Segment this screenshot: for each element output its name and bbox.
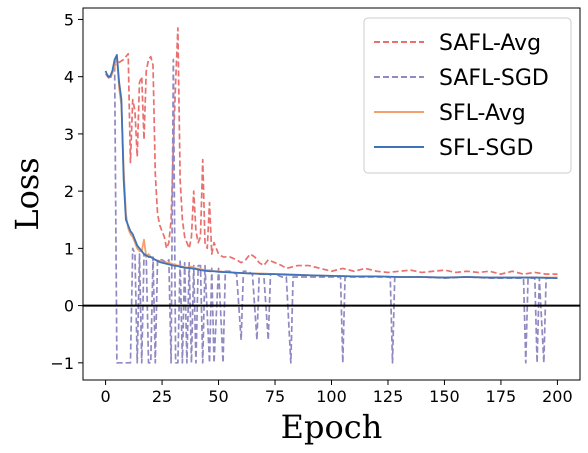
series-line-safl-sgd — [105, 58, 558, 364]
x-axis-label: Epoch — [281, 408, 383, 446]
x-tick-label: 25 — [152, 387, 172, 406]
y-tick-label: 4 — [64, 68, 74, 87]
y-tick-label: −1 — [50, 354, 74, 373]
x-tick-label: 125 — [373, 387, 404, 406]
y-tick-label: 3 — [64, 125, 74, 144]
x-tick-label: 100 — [316, 387, 347, 406]
y-tick-label: 1 — [64, 239, 74, 258]
legend-label-sfl-avg: SFL-Avg — [439, 101, 526, 126]
y-tick-label: 5 — [64, 10, 74, 29]
x-tick-label: 200 — [542, 387, 573, 406]
legend-label-safl-avg: SAFL-Avg — [439, 31, 541, 56]
x-tick-label: 175 — [486, 387, 517, 406]
y-tick-label: 0 — [64, 297, 74, 316]
series-line-safl-avg — [104, 27, 558, 275]
x-tick-label: 75 — [265, 387, 285, 406]
legend-box — [363, 17, 572, 174]
y-tick-label: 2 — [64, 182, 74, 201]
x-tick-label: 0 — [100, 387, 110, 406]
series-line-sfl-sgd — [104, 54, 558, 280]
x-tick-label: 50 — [208, 387, 228, 406]
legend: SAFL-Avg SAFL-SGD SFL-Avg SFL-SGD — [363, 17, 572, 174]
legend-label-safl-sgd: SAFL-SGD — [439, 66, 549, 91]
legend-label-sfl-sgd: SFL-SGD — [439, 136, 533, 161]
y-axis-label: Loss — [8, 157, 46, 230]
x-tick-label: 150 — [429, 387, 460, 406]
